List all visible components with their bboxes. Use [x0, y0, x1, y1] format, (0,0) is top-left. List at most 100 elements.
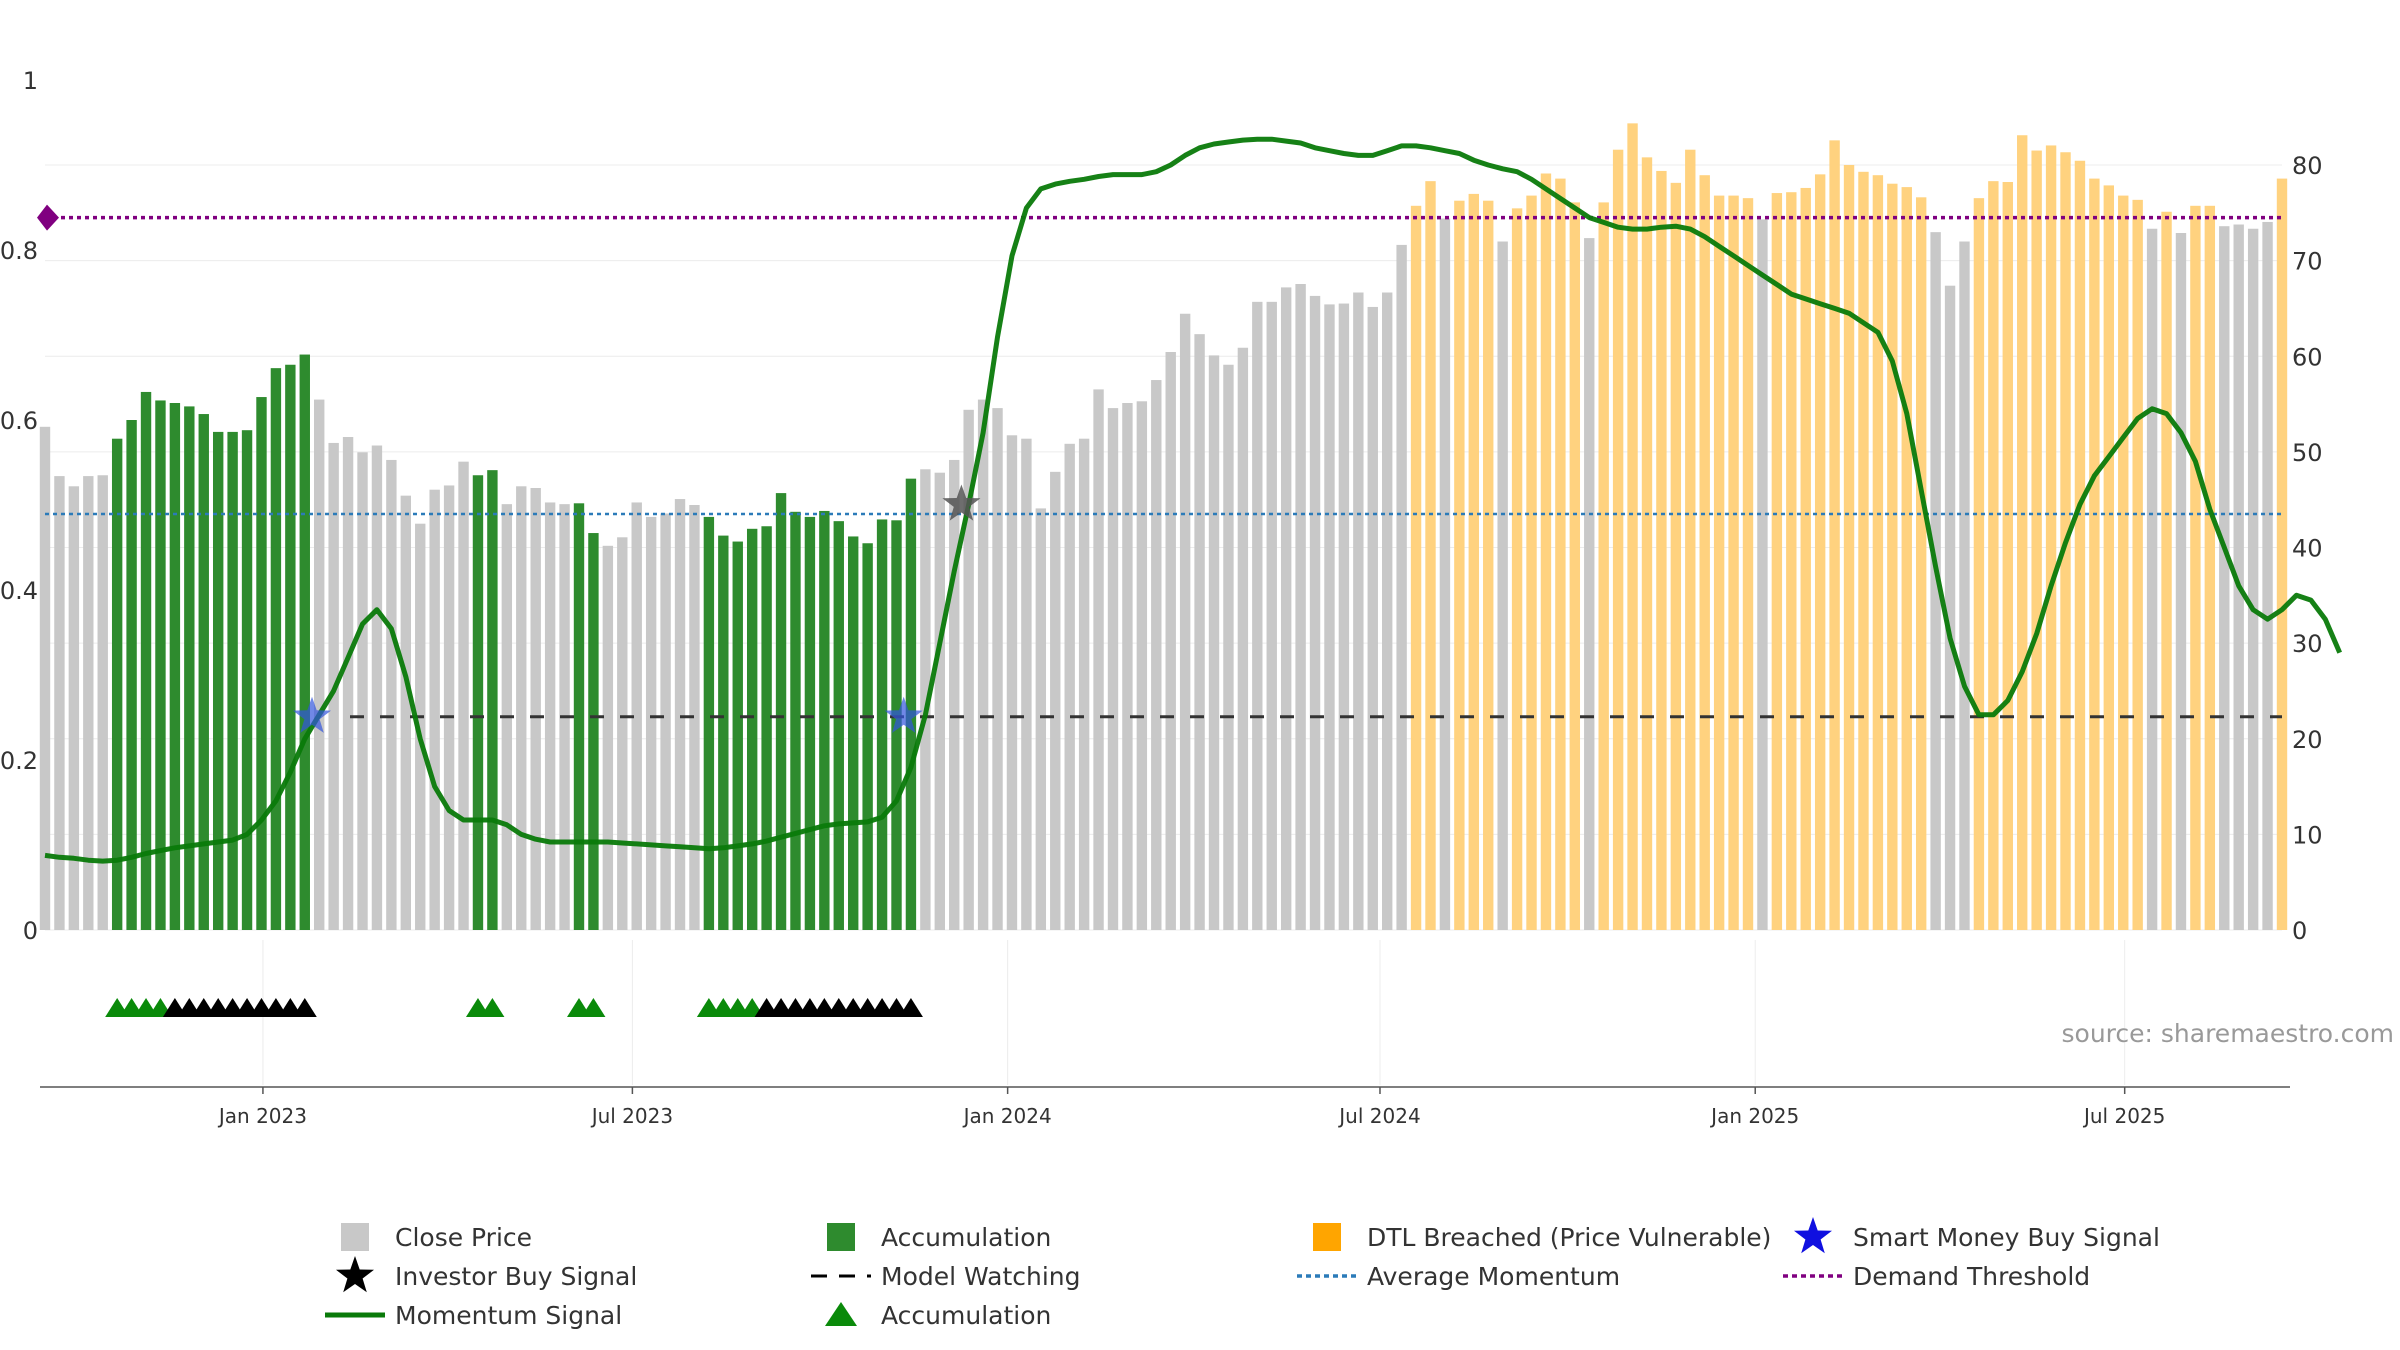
dtl-bar [1742, 198, 1754, 930]
dtl-bar [1598, 202, 1609, 930]
right-axis-tick: 50 [2292, 439, 2323, 467]
close-price-bar [530, 488, 541, 930]
close-price-bar [1266, 301, 1277, 931]
close-price-bar [39, 426, 51, 930]
x-axis-tick-label: Jul 2023 [590, 1104, 673, 1128]
accumulation-bar [732, 541, 743, 930]
x-axis-tick-label: Jul 2024 [1337, 1104, 1420, 1128]
accumulation-bar [718, 535, 729, 930]
close-price-bar [516, 486, 527, 930]
dtl-bar [2074, 160, 2086, 930]
accumulation-bar [227, 431, 238, 930]
left-axis-tick: 0.2 [0, 747, 38, 775]
legend-label-model_watching: Model Watching [881, 1262, 1081, 1291]
accumulation-bar [573, 503, 585, 930]
x-axis-tick-label: Jan 2023 [217, 1104, 307, 1128]
close-price-bar [1006, 435, 1018, 930]
accumulation-bar [285, 364, 296, 930]
dtl-bar [1988, 181, 1999, 930]
x-axis-tick-label: Jan 2024 [962, 1104, 1052, 1128]
close-price-bar [934, 472, 945, 930]
signal-lines [37, 136, 2342, 864]
accumulation-bar [848, 536, 859, 930]
dtl-bar [1569, 202, 1581, 930]
close-price-bar [602, 545, 614, 930]
dtl-bar [1699, 175, 1710, 930]
accumulation-bar [111, 438, 123, 930]
dtl-bar [1771, 193, 1783, 931]
close-price-bar [443, 485, 455, 930]
close-price-bar [2219, 226, 2230, 930]
dtl-bar [1872, 175, 1884, 930]
dtl-bar [1612, 149, 1624, 930]
close-price-bar [1944, 285, 1956, 930]
accumulation-bar [256, 397, 267, 930]
dtl-bar [1901, 187, 1912, 931]
accumulation-bar [270, 368, 282, 930]
dtl-bar [1800, 187, 1811, 930]
dtl-bar [1526, 195, 1537, 931]
dtl-bar [1973, 198, 1985, 930]
close-price-bar [920, 469, 931, 930]
accumulation-bar [184, 406, 195, 930]
dtl-bar [1627, 123, 1638, 931]
smart-money-buy-star [293, 696, 331, 733]
right-axis-tick: 80 [2292, 152, 2323, 180]
close-price-bar [1078, 438, 1090, 930]
demand-threshold-marker [37, 204, 59, 231]
close-price-bar [1064, 443, 1075, 930]
dtl-bar [2190, 205, 2201, 931]
dtl-bar [2017, 135, 2028, 930]
accumulation-bar [126, 420, 137, 930]
close-price-bar [357, 452, 368, 930]
left-axis-tick: 0 [23, 917, 38, 945]
accumulation-triangle [898, 998, 923, 1017]
legend: Close Price Accumulation DTL Breached (Pri… [325, 1217, 2160, 1330]
dtl-bar [1555, 178, 1566, 931]
close-price-bar [660, 513, 671, 930]
close-price-bar [949, 459, 960, 930]
close-price-bar [342, 437, 354, 930]
dtl-bar [1641, 157, 1653, 931]
left-axis-tick: 0.8 [0, 237, 38, 265]
legend-label-close_price: Close Price [395, 1223, 532, 1252]
close-price-bar [1021, 438, 1032, 930]
close-price-bar [1382, 292, 1393, 930]
dtl-bar [2002, 182, 2013, 930]
close-price-bar [1584, 238, 1595, 931]
dtl-bar [2031, 150, 2042, 931]
accumulation-bar [241, 430, 253, 930]
dtl-bar [1425, 181, 1436, 930]
close-price-bar [1930, 232, 1941, 930]
dtl-bar [1858, 171, 1869, 931]
close-price-bar [689, 505, 700, 930]
dtl-bar [1786, 192, 1797, 930]
legend-label-investor_buy: Investor Buy Signal [395, 1262, 637, 1291]
close-price-bar [2146, 228, 2158, 930]
close-price-bar [371, 445, 383, 930]
right-axis-tick: 10 [2292, 821, 2323, 849]
accumulation-triangle [292, 998, 317, 1017]
legend-label-accumulation: Accumulation [881, 1223, 1051, 1252]
close-price-bar [400, 495, 412, 930]
close-price-bar [1959, 241, 1970, 930]
close-price-bar [68, 486, 80, 930]
dtl-bar [1511, 208, 1523, 931]
legend-label-momentum_signal: Momentum Signal [395, 1301, 622, 1330]
close-price-bar [1122, 403, 1133, 930]
legend-label-dtl: DTL Breached (Price Vulnerable) [1367, 1223, 1771, 1252]
close-price-bar [645, 516, 657, 930]
close-price-bar [1497, 241, 1508, 930]
right-axis-tick: 40 [2292, 535, 2323, 563]
accumulation-bar [819, 510, 830, 930]
source-credit: source: sharemaestro.com [2062, 1019, 2395, 1048]
dtl-bar [1656, 170, 1667, 930]
x-axis-tick-label: Jan 2025 [1709, 1104, 1799, 1128]
dtl-bar [2118, 195, 2129, 931]
close-price-bar [1295, 284, 1306, 930]
dtl-bar [1843, 165, 1855, 930]
accumulation-bar [472, 475, 484, 930]
close-price-bar [97, 475, 108, 930]
right-axis-tick: 0 [2292, 917, 2307, 945]
accumulation-bar [804, 516, 816, 930]
